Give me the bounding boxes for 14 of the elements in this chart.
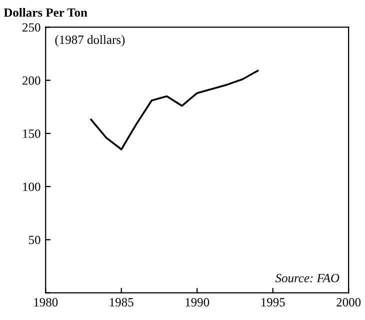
y-tick-label: 100 [23, 182, 40, 192]
y-tick-label: 150 [23, 129, 40, 138]
x-tick-label: 2000 [336, 298, 361, 306]
line-series [90, 70, 259, 150]
x-tick-label: 1995 [261, 298, 285, 306]
y-axis-title: Dollars Per Ton [4, 8, 88, 17]
x-tick-label: 1985 [110, 298, 134, 306]
y-tick-label: 200 [22, 76, 40, 85]
y-tick-label: 50 [28, 236, 40, 244]
annotation: Source: FAO [275, 274, 340, 282]
x-tick-label: 1990 [186, 298, 210, 306]
annotation: (1987 dollars) [55, 35, 125, 47]
y-tick-label: 250 [22, 23, 40, 32]
x-tick-label: 1980 [34, 298, 58, 306]
